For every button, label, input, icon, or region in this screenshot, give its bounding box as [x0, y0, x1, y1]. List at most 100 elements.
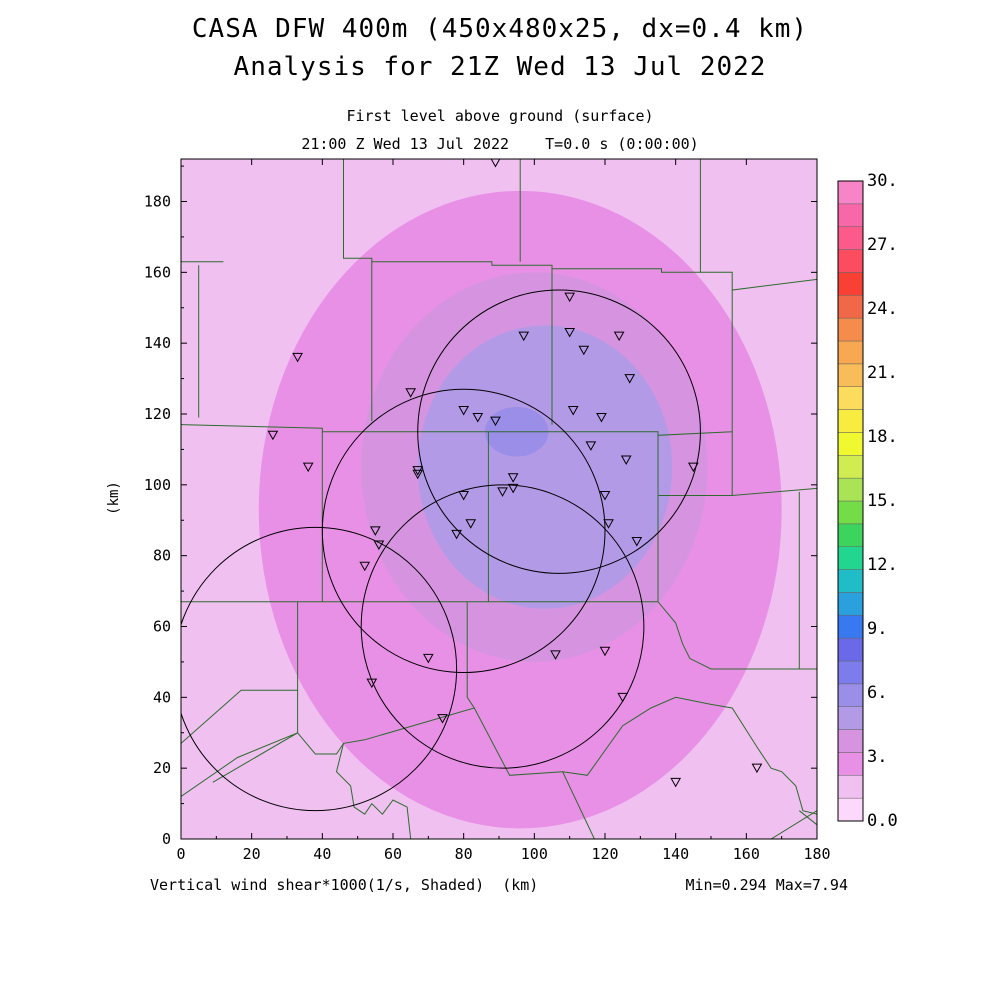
station-marker	[670, 777, 682, 788]
colorbar-swatch	[837, 455, 864, 479]
colorbar-swatch	[837, 363, 864, 387]
colorbar-label: 6.	[867, 683, 887, 703]
station-marker	[437, 714, 448, 724]
x-tick-label: 100	[521, 845, 548, 863]
station-marker	[490, 416, 501, 427]
county-line-17	[181, 601, 476, 797]
y-tick-label: 160	[144, 263, 171, 281]
min-max-label: Min=0.294 Max=7.94	[685, 876, 848, 894]
colorbar-swatch	[837, 592, 864, 616]
station-marker	[369, 526, 381, 536]
station-marker	[405, 388, 417, 398]
station-marker	[564, 292, 576, 303]
colorbar-swatch	[837, 203, 864, 227]
colorbar-swatch	[837, 615, 864, 639]
station-marker	[599, 646, 611, 657]
colorbar-label: 15.	[867, 491, 898, 511]
colorbar-label: 27.	[867, 235, 898, 255]
colorbar-swatch	[837, 752, 864, 776]
colorbar-frame	[837, 180, 864, 822]
station-marker	[302, 462, 314, 473]
station-marker	[550, 650, 561, 660]
colorbar-swatch	[837, 660, 864, 685]
colorbar-label: 18.	[867, 427, 898, 447]
radar-stations	[267, 159, 763, 788]
y-tick-label: 0	[162, 830, 171, 848]
colorbar: 0.0 3. 6. 9. 12. 15. 18. 21. 24. 27. 30.	[837, 171, 898, 831]
radar-ring-3	[360, 484, 645, 769]
station-marker	[596, 413, 607, 423]
x-tick-label: 140	[662, 845, 689, 863]
station-marker	[507, 473, 519, 483]
station-marker	[373, 540, 385, 551]
colorbar-label: 30.	[867, 171, 898, 191]
y-tick-label: 80	[153, 547, 171, 565]
station-marker	[751, 763, 763, 774]
station-marker	[507, 483, 519, 494]
station-marker	[564, 328, 576, 338]
colorbar-swatch	[837, 569, 864, 593]
station-marker	[497, 487, 508, 497]
colorbar-label: 21.	[867, 363, 898, 383]
x-tick-label: 80	[455, 845, 473, 863]
x-tick-label: 180	[803, 845, 830, 863]
x-tick-label: 0	[176, 845, 185, 863]
station-marker	[292, 352, 303, 363]
colorbar-swatch	[837, 340, 864, 365]
station-marker	[631, 537, 643, 547]
county-line-19	[473, 696, 817, 815]
colorbar-swatch	[837, 409, 864, 433]
county-line-15	[181, 601, 299, 744]
colorbar-swatch	[837, 272, 864, 296]
station-marker	[578, 345, 590, 356]
x-tick-label: 160	[733, 845, 760, 863]
colorbar-swatch	[837, 386, 864, 410]
station-marker	[603, 519, 614, 529]
station-marker	[366, 678, 378, 689]
y-tick-label: 20	[153, 759, 171, 777]
colorbar-swatch	[837, 477, 864, 502]
radar-coverage-rings	[181, 289, 701, 812]
colorbar-swatch	[837, 226, 864, 250]
county-line-20	[562, 771, 595, 839]
station-marker	[617, 692, 629, 703]
station-marker	[458, 405, 470, 416]
station-marker	[490, 159, 501, 168]
x-tick-label: 20	[243, 845, 261, 863]
station-marker	[458, 490, 470, 501]
chart-title: CASA DFW 400m (450x480x25, dx=0.4 km)	[191, 14, 809, 44]
y-tick-label: 60	[153, 618, 171, 636]
shear-field	[181, 159, 817, 839]
station-marker	[599, 490, 611, 501]
y-axis-label: (km)	[106, 481, 122, 515]
colorbar-swatch	[837, 683, 864, 707]
station-marker	[267, 430, 279, 441]
colorbar-swatch	[837, 637, 864, 662]
time-label: 21:00 Z Wed 13 Jul 2022 T=0.0 s (0:00:00…	[301, 135, 699, 153]
chart-subtitle: Analysis for 21Z Wed 13 Jul 2022	[233, 52, 767, 82]
station-marker	[422, 653, 434, 664]
colorbar-swatch	[837, 523, 864, 547]
colorbar-label: 3.	[867, 747, 887, 767]
colorbar-swatch	[837, 317, 864, 342]
y-tick-label: 140	[144, 334, 171, 352]
colorbar-label: 0.0	[867, 811, 898, 831]
station-marker	[359, 561, 371, 572]
colorbar-swatch	[837, 295, 864, 319]
x-tick-label: 60	[384, 845, 402, 863]
station-marker	[624, 374, 636, 384]
radar-ring-2	[181, 526, 458, 812]
colorbar-label: 24.	[867, 299, 898, 319]
colorbar-swatch	[837, 432, 864, 456]
level-label: First level above ground (surface)	[346, 107, 654, 125]
station-marker	[451, 529, 462, 540]
station-marker	[613, 331, 625, 342]
colorbar-label: 12.	[867, 555, 898, 575]
y-tick-label: 180	[144, 193, 171, 211]
station-marker	[472, 413, 484, 423]
colorbar-swatch	[837, 797, 864, 822]
station-marker	[687, 462, 699, 473]
station-marker	[518, 331, 530, 342]
y-tick-label: 40	[153, 688, 171, 706]
colorbar-swatch	[837, 729, 864, 753]
